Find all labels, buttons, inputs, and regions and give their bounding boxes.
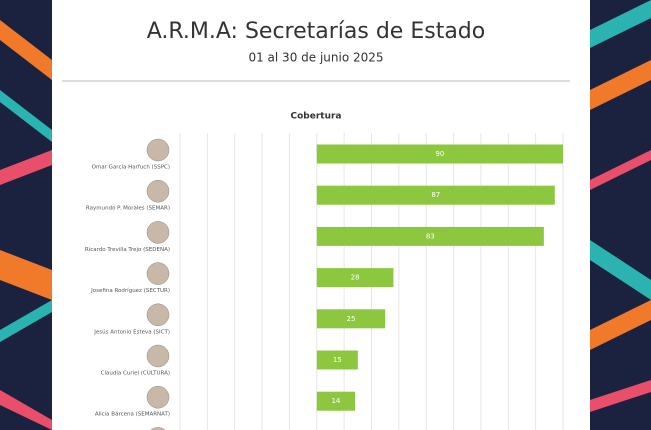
avatar [146,385,170,409]
y-tick-label: Josefina Rodríguez (SECTUR) [90,287,170,294]
chart-subtitle: 01 al 30 de junio 2025 [248,51,383,65]
y-tick-label: Alicia Bárcena (SEMARNAT) [95,411,170,418]
y-tick-label: Raymundo P. Morales (SEMAR) [86,206,170,212]
avatar [146,221,170,244]
value-label: 87 [431,191,440,199]
value-label: 15 [333,356,342,364]
y-tick-label: Jesús Antonio Esteva (SICT) [93,328,170,335]
avatar [146,303,170,327]
bar [316,268,394,288]
value-label: 28 [351,274,360,282]
bar [316,350,358,370]
avatar [146,262,170,285]
y-tick-label: Ricardo Trevilla Trejo (SEDENA) [85,247,170,253]
avatar [146,138,170,162]
y-tick-label: Claudia Curiel (CULTURA) [101,371,170,377]
bar [316,144,563,164]
bar [316,309,386,329]
avatar [146,179,170,203]
value-label: 90 [435,150,444,158]
value-label: 25 [347,315,356,323]
bar [316,185,555,205]
avatar [150,427,166,430]
value-label: 83 [426,232,435,240]
bar [316,226,544,246]
value-label: 14 [331,397,340,405]
chart-title: A.R.M.A: Secretarías de Estado [147,19,485,44]
bar [316,391,356,411]
legend-title: Cobertura [291,112,342,122]
y-tick-label: Omar García Harfuch (SSPC) [92,164,170,171]
avatar [146,344,170,368]
